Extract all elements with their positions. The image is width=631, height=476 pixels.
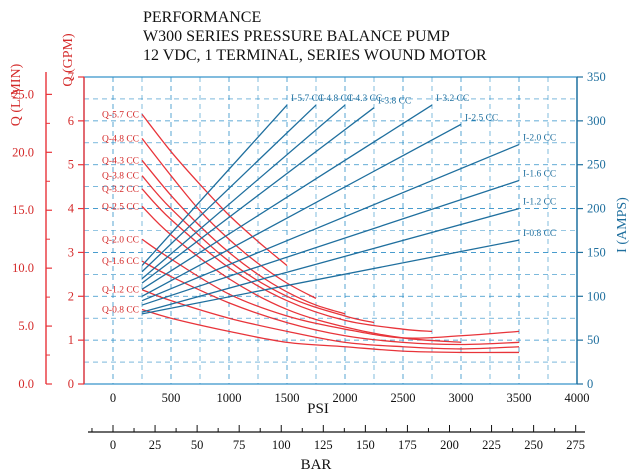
grid-layer — [83, 76, 578, 385]
lmin-tick-label-2: 10.0 — [12, 261, 34, 275]
bar-tick-label-9: 225 — [482, 438, 501, 452]
current-line-i-4-8-cc — [141, 104, 317, 273]
psi-tick-label-2: 1000 — [217, 391, 242, 405]
psi-tick-label-8: 4000 — [565, 391, 590, 405]
amps-tick-label-4: 200 — [587, 202, 606, 216]
current-label-i-1-2-cc: I-1.2 CC — [523, 198, 556, 208]
bar-tick-label-7: 175 — [398, 438, 417, 452]
axes-layer: 0 1 2 3 4 5 6 7 0.0 5.0 10.0 15.0 20.0 25.0 0 50 100 150 2… — [12, 70, 606, 452]
flow-curve-q-3-8-cc — [141, 175, 375, 324]
psi-tick-label-0: 0 — [110, 391, 116, 405]
psi-tick-label-1: 500 — [162, 391, 181, 405]
current-line-i-1-6-cc — [141, 179, 520, 306]
psi-tick-label-4: 2000 — [333, 391, 358, 405]
flow-label-q-0-8-cc: Q-0.8 CC — [102, 305, 139, 315]
amps-tick-label-1: 50 — [587, 333, 600, 347]
gpm-tick-label-5: 5 — [68, 158, 74, 172]
flow-curve-q-2-0-cc — [141, 238, 520, 339]
amps-tick-label-3: 150 — [587, 245, 606, 259]
flow-label-q-3-2-cc: Q-3.2 CC — [102, 185, 139, 195]
current-label-i-4-8-cc: I-4.8 CC — [320, 94, 353, 104]
bar-tick-label-1: 25 — [149, 438, 162, 452]
current-line-i-2-0-cc — [141, 143, 520, 302]
bar-tick-label-4: 100 — [272, 438, 291, 452]
gpm-tick-label-1: 1 — [68, 333, 74, 347]
current-label-i-5-7-cc: I-5.7 CC — [291, 94, 324, 104]
bar-tick-label-0: 0 — [110, 438, 116, 452]
amps-tick-label-0: 0 — [587, 377, 593, 391]
current-line-i-1-2-cc — [141, 207, 520, 313]
psi-tick-label-3: 1500 — [275, 391, 300, 405]
y-axis-title-gpm: Q (GPM) — [61, 33, 76, 87]
flow-curve-q-0-8-cc — [141, 308, 520, 354]
lmin-tick-label-1: 5.0 — [18, 319, 34, 333]
amps-tick-label-7: 350 — [587, 70, 606, 84]
gpm-tick-label-7: 7 — [68, 70, 74, 84]
current-line-i-4-3-cc — [141, 104, 346, 280]
flow-label-q-4-3-cc: Q-4.3 CC — [102, 156, 139, 166]
current-line-i-0-8-cc — [141, 239, 520, 315]
x-axis-title-bar: BAR — [301, 457, 332, 473]
chart-title-line-3: 12 VDC, 1 TERMINAL, SERIES WOUND MOTOR — [143, 47, 487, 64]
bar-tick-label-3: 75 — [233, 438, 246, 452]
current-label-i-2-5-cc: I-2.5 CC — [465, 113, 498, 123]
flow-curve-q-4-3-cc — [141, 159, 346, 315]
current-line-i-3-8-cc — [141, 107, 375, 284]
amps-tick-label-6: 300 — [587, 114, 606, 128]
current-label-i-0-8-cc: I-0.8 CC — [523, 229, 556, 239]
gpm-tick-label-3: 3 — [68, 245, 74, 259]
current-label-i-1-6-cc: I-1.6 CC — [523, 170, 556, 180]
current-label-i-2-0-cc: I-2.0 CC — [523, 134, 556, 144]
bar-tick-label-5: 125 — [314, 438, 333, 452]
bar-tick-label-10: 250 — [524, 438, 543, 452]
flow-curve-q-5-7-cc — [141, 113, 288, 267]
flow-curve-q-1-2-cc — [141, 289, 520, 350]
current-line-i-2-5-cc — [141, 123, 462, 297]
current-label-i-3-8-cc: I-3.8 CC — [378, 97, 411, 107]
current-label-i-4-3-cc: I-4.3 CC — [349, 94, 382, 104]
gpm-tick-label-6: 6 — [68, 114, 74, 128]
psi-tick-label-6: 3000 — [449, 391, 474, 405]
amps-tick-label-5: 250 — [587, 158, 606, 172]
current-series-layer — [141, 104, 520, 315]
bar-tick-label-6: 150 — [356, 438, 375, 452]
series-labels-layer: Q-5.7 CC Q-4.8 CC Q-4.3 CC Q-3.8 CC Q-3.2 CC… — [102, 94, 556, 315]
bar-tick-label-8: 200 — [440, 438, 459, 452]
chart-title-line-2: W300 SERIES PRESSURE BALANCE PUMP — [143, 28, 450, 45]
flow-label-q-3-8-cc: Q-3.8 CC — [102, 172, 139, 182]
y-axis-title-amps: I (AMPS) — [615, 197, 630, 253]
lmin-tick-label-4: 20.0 — [12, 145, 34, 159]
flow-curve-q-4-8-cc — [141, 138, 317, 300]
flow-curve-q-3-2-cc — [141, 188, 433, 333]
flow-label-q-4-8-cc: Q-4.8 CC — [102, 134, 139, 144]
flow-label-q-5-7-cc: Q-5.7 CC — [102, 110, 139, 120]
current-line-i-3-2-cc — [141, 104, 433, 290]
flow-label-q-2-0-cc: Q-2.0 CC — [102, 235, 139, 245]
current-line-i-5-7-cc — [141, 104, 288, 267]
amps-tick-label-2: 100 — [587, 289, 606, 303]
chart-title-line-1: PERFORMANCE — [143, 9, 261, 26]
psi-tick-label-7: 3500 — [507, 391, 532, 405]
gpm-tick-label-2: 2 — [68, 289, 74, 303]
gpm-tick-label-0: 0 — [68, 377, 74, 391]
lmin-tick-label-3: 15.0 — [12, 203, 34, 217]
bar-tick-label-11: 275 — [566, 438, 585, 452]
x-axis-title-psi: PSI — [307, 401, 329, 417]
current-label-i-3-2-cc: I-3.2 CC — [436, 94, 469, 104]
y-axis-title-lmin: Q (L/MIN) — [9, 63, 24, 126]
lmin-tick-label-5: 25.0 — [12, 87, 34, 101]
lmin-tick-label-0: 0.0 — [18, 377, 34, 391]
flow-label-q-1-6-cc: Q-1.6 CC — [102, 257, 139, 267]
gpm-tick-label-4: 4 — [68, 202, 75, 216]
bar-tick-label-2: 50 — [191, 438, 204, 452]
psi-tick-label-5: 2500 — [391, 391, 416, 405]
flow-label-q-2-5-cc: Q-2.5 CC — [102, 202, 139, 212]
flow-series-layer — [141, 113, 520, 354]
flow-label-q-1-2-cc: Q-1.2 CC — [102, 286, 139, 296]
